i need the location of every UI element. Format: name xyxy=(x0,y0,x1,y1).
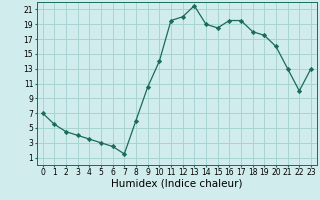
X-axis label: Humidex (Indice chaleur): Humidex (Indice chaleur) xyxy=(111,179,243,189)
